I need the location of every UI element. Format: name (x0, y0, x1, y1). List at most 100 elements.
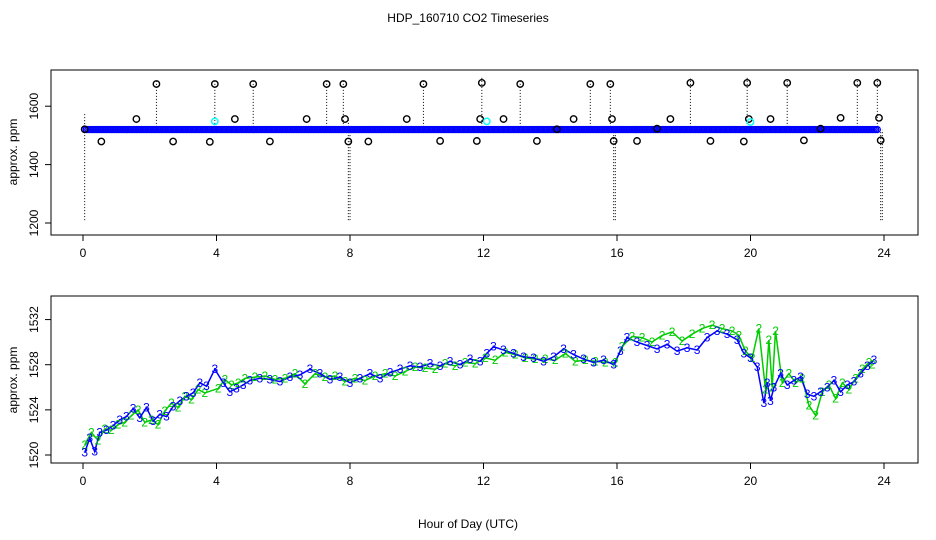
top-black-point (666, 115, 675, 123)
bottom-point-3: 3 (123, 410, 130, 424)
bottom-point-2: 2 (689, 327, 696, 341)
bottom-point-3: 3 (540, 354, 547, 368)
bottom-point-2: 2 (235, 376, 242, 390)
top-black-point (853, 78, 862, 87)
bottom-point-2: 2 (188, 393, 195, 407)
top-black-point (169, 137, 178, 146)
bottom-point-2: 2 (81, 438, 88, 452)
top-x-axis: 0 4 8 12 16 20 24 (80, 235, 891, 260)
bottom-point-2: 2 (852, 371, 859, 385)
bottom-point-3: 3 (734, 333, 741, 347)
top-black-point (876, 136, 885, 145)
bottom-point-3: 3 (771, 380, 778, 394)
bottom-x-tick-label: 0 (80, 474, 87, 488)
bottom-point-2: 2 (792, 376, 799, 390)
bottom-point-3: 3 (277, 375, 284, 389)
bottom-x-tick-label: 8 (347, 474, 354, 488)
top-data-points (80, 77, 885, 221)
bottom-x-tick-label: 16 (610, 474, 624, 488)
bottom-x-tick-label: 20 (744, 474, 758, 488)
bottom-point-2: 2 (869, 358, 876, 372)
bottom-point-3: 3 (777, 367, 784, 381)
bottom-y-tick-label: 1528 (27, 351, 41, 378)
bottom-point-3: 3 (150, 414, 157, 428)
top-black-point (553, 125, 561, 134)
bottom-point-3: 3 (307, 362, 314, 376)
bottom-point-3: 3 (784, 378, 791, 392)
bottom-point-2: 2 (749, 351, 756, 365)
bottom-x-tick-label: 4 (213, 474, 220, 488)
bottom-point-2: 2 (806, 398, 813, 412)
bottom-point-2: 2 (756, 322, 763, 336)
top-black-point (873, 78, 882, 87)
bottom-point-2: 2 (859, 362, 866, 376)
top-black-point (210, 80, 219, 88)
bottom-point-3: 3 (467, 352, 474, 366)
top-black-point (205, 137, 214, 146)
bottom-point-3: 3 (747, 351, 754, 365)
top-black-point (739, 137, 748, 146)
bottom-point-2: 2 (562, 346, 569, 360)
top-black-point (419, 80, 428, 88)
bottom-point-3: 3 (767, 394, 774, 408)
bottom-point-2: 2 (215, 381, 222, 395)
bottom-point-3: 3 (103, 423, 110, 437)
bottom-point-3: 3 (387, 366, 394, 380)
bottom-point-2: 2 (148, 413, 155, 427)
bottom-point-2: 2 (382, 367, 389, 381)
bottom-point-3: 3 (694, 343, 701, 357)
top-black-point (152, 80, 161, 88)
bottom-point-2: 2 (452, 359, 459, 373)
bottom-point-2: 2 (779, 376, 786, 390)
bottom-point-3: 3 (227, 385, 234, 399)
bottom-point-3: 3 (764, 376, 771, 390)
bottom-point-3: 3 (183, 389, 190, 403)
top-black-point (706, 137, 715, 145)
top-black-point (743, 78, 752, 87)
bottom-point-2: 2 (201, 386, 208, 400)
bottom-point-2: 2 (866, 355, 873, 369)
bottom-point-3: 3 (624, 331, 631, 345)
bottom-point-2: 2 (108, 423, 115, 437)
bottom-point-3: 3 (297, 368, 304, 382)
bottom-point-3: 3 (81, 446, 88, 460)
bottom-point-3: 3 (837, 385, 844, 399)
bottom-point-3: 3 (791, 374, 798, 388)
bottom-point-3: 3 (754, 360, 761, 374)
top-black-point (97, 137, 106, 146)
bottom-point-3: 3 (740, 346, 747, 360)
bottom-point-3: 3 (520, 350, 527, 364)
bottom-point-2: 2 (602, 355, 609, 369)
bottom-point-3: 3 (550, 350, 557, 364)
bottom-point-3: 3 (367, 367, 374, 381)
bottom-point-2: 2 (729, 324, 736, 338)
top-black-point (499, 115, 508, 123)
bottom-point-3: 3 (397, 362, 404, 376)
top-black-point (653, 124, 661, 133)
bottom-point-3: 3 (116, 413, 123, 427)
bottom-point-2: 2 (222, 372, 229, 386)
chart-title: HDP_160710 CO2 Timeseries (387, 11, 548, 25)
top-black-point (586, 80, 595, 88)
bottom-point-3: 3 (136, 411, 143, 425)
bottom-point-2: 2 (352, 371, 359, 385)
bottom-point-2: 2 (512, 348, 519, 362)
bottom-point-3: 3 (714, 324, 721, 338)
top-blue-point (873, 125, 881, 134)
top-y-axis: 1200 1400 1600 (27, 93, 51, 236)
bottom-point-2: 2 (482, 351, 489, 365)
bottom-point-3: 3 (824, 380, 831, 394)
bottom-point-3: 3 (600, 353, 607, 367)
bottom-point-2: 2 (161, 404, 168, 418)
top-black-point (800, 136, 808, 145)
bottom-point-3: 3 (817, 385, 824, 399)
top-plot-frame (50, 69, 919, 236)
bottom-point-2: 2 (762, 383, 769, 397)
bottom-point-3: 3 (684, 341, 691, 355)
top-black-point (302, 115, 311, 123)
bottom-plot-frame (50, 295, 919, 464)
bottom-point-2: 2 (786, 367, 793, 381)
bottom-point-3: 3 (864, 359, 871, 373)
top-y-axis-label: approx. ppm (6, 119, 20, 186)
bottom-point-3: 3 (477, 354, 484, 368)
